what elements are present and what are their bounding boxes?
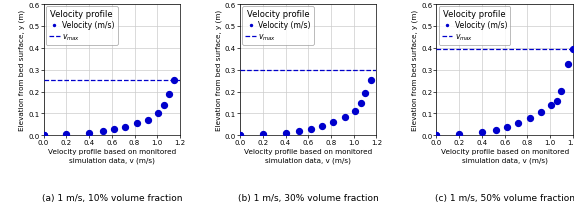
Point	[525, 117, 534, 120]
Point	[502, 125, 511, 129]
X-axis label: Velocity profile based on monitored
simulation data, v (m/s): Velocity profile based on monitored simu…	[244, 149, 373, 163]
Text: (b) 1 m/s, 30% volume fraction: (b) 1 m/s, 30% volume fraction	[238, 193, 379, 202]
Y-axis label: Elevation from bed surface, y (m): Elevation from bed surface, y (m)	[215, 10, 222, 131]
X-axis label: Velocity profile based on monitored
simulation data, v (m/s): Velocity profile based on monitored simu…	[440, 149, 569, 163]
Point	[432, 134, 441, 137]
Point	[154, 112, 163, 115]
Point	[317, 125, 327, 128]
Point	[170, 79, 179, 82]
Point	[366, 79, 375, 82]
Legend: Velocity (m/s), $v_{max}$: Velocity (m/s), $v_{max}$	[46, 7, 118, 46]
Point	[546, 104, 556, 107]
Point	[552, 100, 561, 103]
Point	[160, 104, 169, 107]
Point	[514, 122, 523, 125]
Point	[306, 128, 315, 131]
Point	[360, 92, 370, 95]
Point	[144, 118, 153, 122]
Text: (a) 1 m/s, 10% volume fraction: (a) 1 m/s, 10% volume fraction	[41, 193, 182, 202]
Point	[98, 130, 107, 133]
Point	[432, 134, 441, 137]
Point	[294, 130, 304, 133]
Point	[121, 125, 130, 129]
Point	[84, 131, 94, 135]
Legend: Velocity (m/s), $v_{max}$: Velocity (m/s), $v_{max}$	[439, 7, 510, 46]
Point	[235, 134, 245, 137]
Point	[491, 129, 500, 132]
Point	[356, 102, 365, 105]
Point	[164, 93, 173, 96]
Point	[478, 131, 487, 134]
Point	[235, 134, 245, 137]
Point	[557, 90, 566, 93]
Point	[39, 134, 48, 137]
Point	[281, 131, 290, 135]
Y-axis label: Elevation from bed surface, y (m): Elevation from bed surface, y (m)	[19, 10, 25, 131]
Point	[564, 63, 573, 66]
Point	[110, 128, 119, 131]
Point	[350, 110, 359, 113]
Point	[39, 134, 48, 137]
Point	[329, 121, 338, 124]
Point	[568, 48, 574, 51]
Point	[132, 122, 141, 125]
X-axis label: Velocity profile based on monitored
simulation data, v (m/s): Velocity profile based on monitored simu…	[48, 149, 176, 163]
Point	[340, 116, 349, 120]
Point	[455, 133, 464, 136]
Text: (c) 1 m/s, 50% volume fraction: (c) 1 m/s, 50% volume fraction	[435, 193, 574, 202]
Point	[258, 133, 267, 136]
Point	[62, 133, 71, 136]
Y-axis label: Elevation from bed surface, y (m): Elevation from bed surface, y (m)	[412, 10, 418, 131]
Point	[537, 111, 546, 114]
Legend: Velocity (m/s), $v_{max}$: Velocity (m/s), $v_{max}$	[242, 7, 314, 46]
